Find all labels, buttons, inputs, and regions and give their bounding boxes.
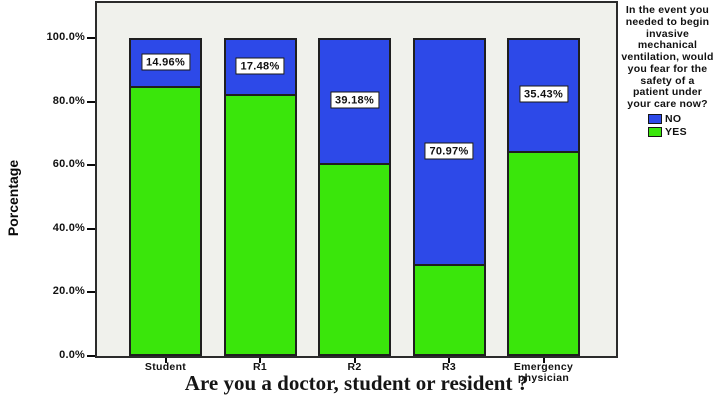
bar-segment-yes	[129, 85, 202, 356]
legend-items: NO YES	[621, 113, 714, 138]
bar-value-label: 70.97%	[424, 142, 474, 160]
y-tick-label: 80.0%	[52, 94, 85, 107]
legend-item-label: YES	[665, 125, 687, 138]
bar-segment-yes	[412, 263, 486, 356]
x-category-label: R2	[347, 361, 362, 373]
y-tick-mark	[87, 227, 96, 230]
legend-title: In the event you needed to begin invasiv…	[621, 4, 714, 110]
x-tick-mark	[259, 358, 261, 363]
legend-item-yes: YES	[648, 126, 714, 138]
x-tick-mark	[353, 358, 356, 363]
bar-segment-yes	[223, 93, 297, 356]
x-category-label: Emergency physician	[513, 361, 574, 385]
y-tick-label: 20.0%	[52, 285, 85, 298]
legend-swatch-icon	[648, 113, 662, 124]
x-tick-mark	[448, 358, 450, 363]
y-tick-label: 100.0%	[46, 31, 85, 43]
y-tick-mark	[87, 100, 96, 103]
bar-value-label: 17.48%	[235, 57, 285, 75]
x-category-label: R1	[252, 361, 268, 373]
x-tick-mark	[542, 358, 545, 363]
y-tick-mark	[87, 164, 96, 167]
legend-swatch-icon	[648, 126, 662, 137]
y-tick-label: 60.0%	[52, 158, 85, 171]
bar-segment-yes	[318, 162, 391, 356]
y-tick-mark	[87, 37, 96, 39]
bar-value-label: 35.43%	[518, 85, 569, 103]
bar-value-label: 39.18%	[329, 91, 380, 109]
x-category-label: R3	[441, 361, 457, 373]
y-axis-title: Porcentage	[5, 159, 21, 237]
y-tick-mark	[87, 291, 96, 294]
legend-item-label: NO	[665, 112, 682, 125]
legend: In the event you needed to begin invasiv…	[621, 4, 714, 138]
x-axis-title: Are you a doctor, student or resident ?	[184, 371, 529, 395]
y-tick-mark	[87, 355, 96, 357]
bar-segment-yes	[507, 150, 580, 356]
legend-item-no: NO	[648, 113, 714, 125]
y-tick-label: 0.0%	[59, 349, 85, 361]
x-category-label: Student	[144, 361, 187, 373]
bar-value-label: 14.96%	[140, 53, 191, 71]
plot-area: 14.96% 17.48% 39.18% 70.97% 35.43%	[95, 1, 618, 358]
x-tick-mark	[164, 358, 167, 363]
y-tick-label: 40.0%	[52, 221, 85, 234]
